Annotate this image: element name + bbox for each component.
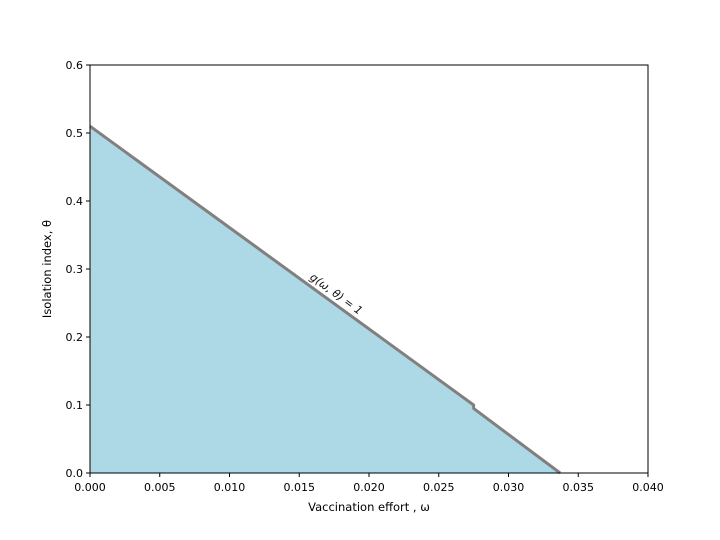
y-tick-label: 0.6 (66, 59, 84, 72)
y-tick-label: 0.5 (66, 127, 84, 140)
x-tick-label: 0.030 (493, 481, 525, 494)
y-tick-label: 0.0 (66, 467, 84, 480)
y-tick-label: 0.2 (66, 331, 84, 344)
x-tick-label: 0.000 (74, 481, 106, 494)
y-tick-label: 0.3 (66, 263, 84, 276)
x-tick-label: 0.010 (214, 481, 246, 494)
x-tick-label: 0.035 (563, 481, 595, 494)
x-tick-label: 0.020 (353, 481, 385, 494)
x-axis-label: Vaccination effort , ω (308, 500, 430, 514)
x-axis-ticks: 0.000 0.005 0.010 0.015 0.020 0.025 0.030 0.035… (74, 473, 664, 494)
y-axis-ticks: 0.0 0.1 0.2 0.3 0.4 0.5 0.6 (66, 59, 90, 480)
x-tick-label: 0.015 (284, 481, 316, 494)
x-tick-label: 0.025 (423, 481, 455, 494)
x-tick-label: 0.040 (632, 481, 664, 494)
y-tick-label: 0.1 (66, 399, 84, 412)
boundary-line-layer (89, 124, 562, 475)
y-axis-label: Isolation index, θ (40, 220, 54, 318)
boundary-line (89, 124, 562, 475)
y-tick-label: 0.4 (66, 195, 84, 208)
x-tick-label: 0.005 (144, 481, 176, 494)
